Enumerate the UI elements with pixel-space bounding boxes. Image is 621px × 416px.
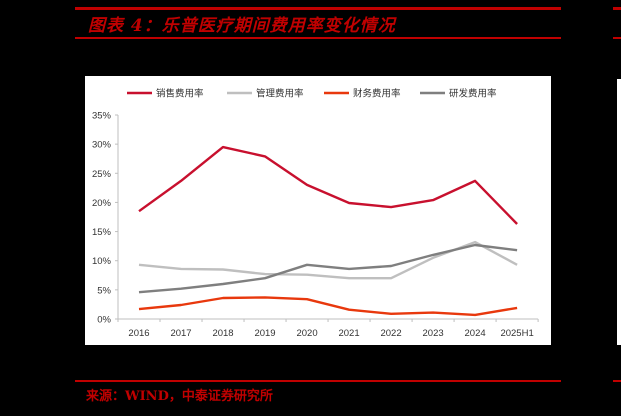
y-tick-label: 25%	[92, 169, 112, 180]
x-tick-label: 2022	[380, 328, 401, 339]
title-bottom-rule-right	[613, 37, 621, 39]
x-tick-label: 2023	[423, 328, 444, 339]
figure-title: 图表 4：乐普医疗期间费用率变化情况	[88, 16, 396, 36]
x-tick-label: 2020	[296, 328, 317, 339]
legend-label: 销售费用率	[156, 88, 204, 100]
line-chart: 0% 5% 10% 15% 20% 25% 30% 35% 2016 2017 2018 2019 20…	[92, 88, 539, 339]
series-line	[138, 296, 518, 317]
series-line	[138, 145, 518, 225]
series-line	[138, 243, 518, 294]
legend-label: 财务费用率	[353, 88, 401, 100]
x-tick-label: 2021	[338, 328, 359, 339]
source-note: 来源：WIND，中泰证券研究所	[86, 389, 273, 404]
y-tick-label: 20%	[92, 198, 112, 209]
y-tick-label: 30%	[92, 140, 112, 151]
source-top-rule-right	[613, 380, 621, 382]
legend-label: 研发费用率	[449, 88, 497, 100]
x-tick-label: 2025H1	[500, 328, 533, 339]
x-tick-label: 2016	[128, 328, 149, 339]
chart-panel: 0% 5% 10% 15% 20% 25% 30% 35% 2016 2017 2018 2019 20…	[85, 76, 551, 345]
title-top-rule-right	[613, 7, 621, 10]
title-bottom-rule	[75, 37, 561, 39]
x-tick-label: 2019	[254, 328, 275, 339]
source-top-rule	[75, 380, 561, 382]
y-tick-label: 35%	[92, 111, 112, 122]
x-tick-label: 2024	[465, 328, 486, 339]
title-top-rule	[75, 7, 561, 10]
x-tick-label: 2017	[170, 328, 191, 339]
adjacent-panel	[617, 79, 621, 345]
legend-label: 管理费用率	[256, 88, 304, 100]
y-tick-label: 15%	[92, 227, 112, 238]
x-tick-label: 2018	[212, 328, 233, 339]
y-tick-label: 0%	[97, 315, 111, 326]
y-tick-label: 5%	[97, 285, 111, 296]
y-tick-label: 10%	[92, 256, 112, 267]
